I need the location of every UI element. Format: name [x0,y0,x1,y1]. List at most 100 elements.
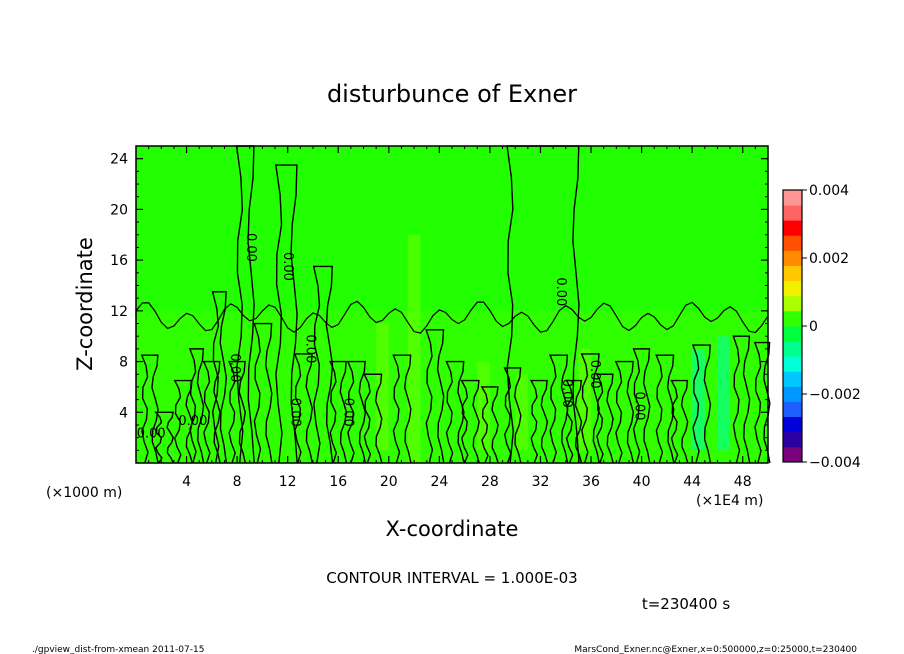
negative-patch [692,348,705,451]
x-tick-label: 48 [734,474,752,490]
x-tick-label: 28 [481,474,499,490]
contour-line [655,354,675,464]
colorbar-tick-label: −0.002 [809,387,861,403]
contour-line [392,354,412,464]
contour-line [691,344,712,464]
y-tick-label: 4 [119,405,128,421]
y-tick-label: 8 [119,355,128,371]
contour-lines [135,145,771,464]
x-tick-label: 16 [329,474,347,490]
contour-line [549,354,569,464]
contour-label: 0.00 [303,334,318,363]
contour-line [154,411,174,464]
colorbar-swatch [783,446,802,463]
colorbar [782,189,803,463]
colorbar-ticks: 0.004 0.002 0 −0.002 −0.004 [802,183,861,471]
colorbar-swatch [783,205,802,221]
contour-line [565,379,583,464]
contour-line [614,360,635,464]
colorbar-swatch [783,280,802,297]
colorbar-swatch [783,295,802,312]
contour-interval-text: CONTOUR INTERVAL = 1.000E-03 [326,569,577,587]
colorbar-swatch [783,310,802,327]
contour-line [732,335,751,464]
contour-line [173,379,193,464]
footer-right: MarsCond_Exner.nc@Exner,x=0:500000,z=0:2… [574,645,857,654]
contour-label: 0.00 [227,353,242,382]
contour-label: 0.00 [553,277,568,306]
contour-line [140,354,159,464]
colorbar-swatch [783,235,802,251]
negative-patch [717,336,731,451]
colorbar-swatch [783,220,802,236]
x-axis-ticks: 4 8 12 16 20 24 28 32 36 40 44 48 [148,146,756,490]
contour-line [632,348,651,464]
contour-label: 0.00 [137,427,166,442]
contour-line [753,341,771,464]
x-tick-label: 32 [532,474,550,490]
colorbar-swatch [783,401,802,418]
contour-label: 0.00 [631,391,646,420]
x-tick-label: 36 [582,474,600,490]
contour-line [425,329,445,464]
contour-line [274,164,298,464]
contour-line [329,360,348,464]
contour-line [580,353,600,464]
contour-label: 0.00 [559,379,574,408]
time-text: t=230400 s [642,595,730,613]
y-tick-label: 20 [110,202,128,218]
x-unit-right: (×1E4 m) [696,493,763,509]
x-tick-label: 20 [380,474,398,490]
colorbar-tick-label: −0.004 [809,455,861,471]
contour-label: 0.00 [341,398,356,427]
contour-label: 0.00 [287,398,302,427]
contour-line [346,360,367,464]
contour-line [670,379,689,464]
contour-label: 0.00 [178,414,207,429]
x-tick-label: 44 [683,474,701,490]
chart-title: disturbunce of Exner [327,80,577,108]
contour-line [312,265,334,464]
contour-line [293,353,314,464]
x-tick-label: 4 [182,474,191,490]
footer-left: ./gpview_dist-from-xmean 2011-07-15 [32,645,204,654]
positive-patch [515,374,528,451]
x-axis-label: X-coordinate [386,517,519,541]
contour-line [211,291,228,464]
contour-line [503,367,522,464]
y-axis-label: Z-coordinate [73,237,97,371]
contour-line [529,379,549,464]
x-tick-label: 24 [430,474,448,490]
positive-patch [376,323,389,451]
x-tick-label: 40 [633,474,651,490]
colorbar-swatch [783,431,802,448]
y-axis-ticks: 4 8 12 16 20 24 [110,152,768,451]
colorbar-tick-label: 0 [809,319,818,335]
y-tick-label: 12 [110,304,128,320]
plot-area: 0.00 0.00 0.00 0.00 0.00 0.00 0.00 0.00 0.00 0.00… [135,145,771,464]
contour-label: 0.00 [280,252,295,281]
colorbar-swatch [783,190,802,206]
y-tick-label: 16 [110,253,128,269]
contour-envelope [135,300,769,334]
contour-label: 0.00 [243,233,258,262]
x-tick-label: 8 [233,474,242,490]
contour-labels: 0.00 0.00 0.00 0.00 0.00 0.00 0.00 0.00 0.00 0.00… [137,233,647,442]
colorbar-tick-label: 0.002 [809,251,849,267]
colorbar-swatch [783,356,802,372]
colorbar-swatch [783,371,802,387]
x-tick-label: 12 [279,474,297,490]
contour-label: 0.00 [587,360,602,389]
colorbar-swatch [783,265,802,282]
positive-patch [407,234,421,463]
contour-line [253,322,273,464]
colorbar-swatch [783,386,802,402]
contour-line [188,348,205,464]
colorbar-tick-label: 0.004 [809,183,849,199]
contour-line [595,373,614,464]
contour-line [480,386,499,464]
y-tick-label: 24 [110,152,128,168]
x-unit-left: (×1000 m) [46,485,122,501]
contour-line [202,360,221,464]
